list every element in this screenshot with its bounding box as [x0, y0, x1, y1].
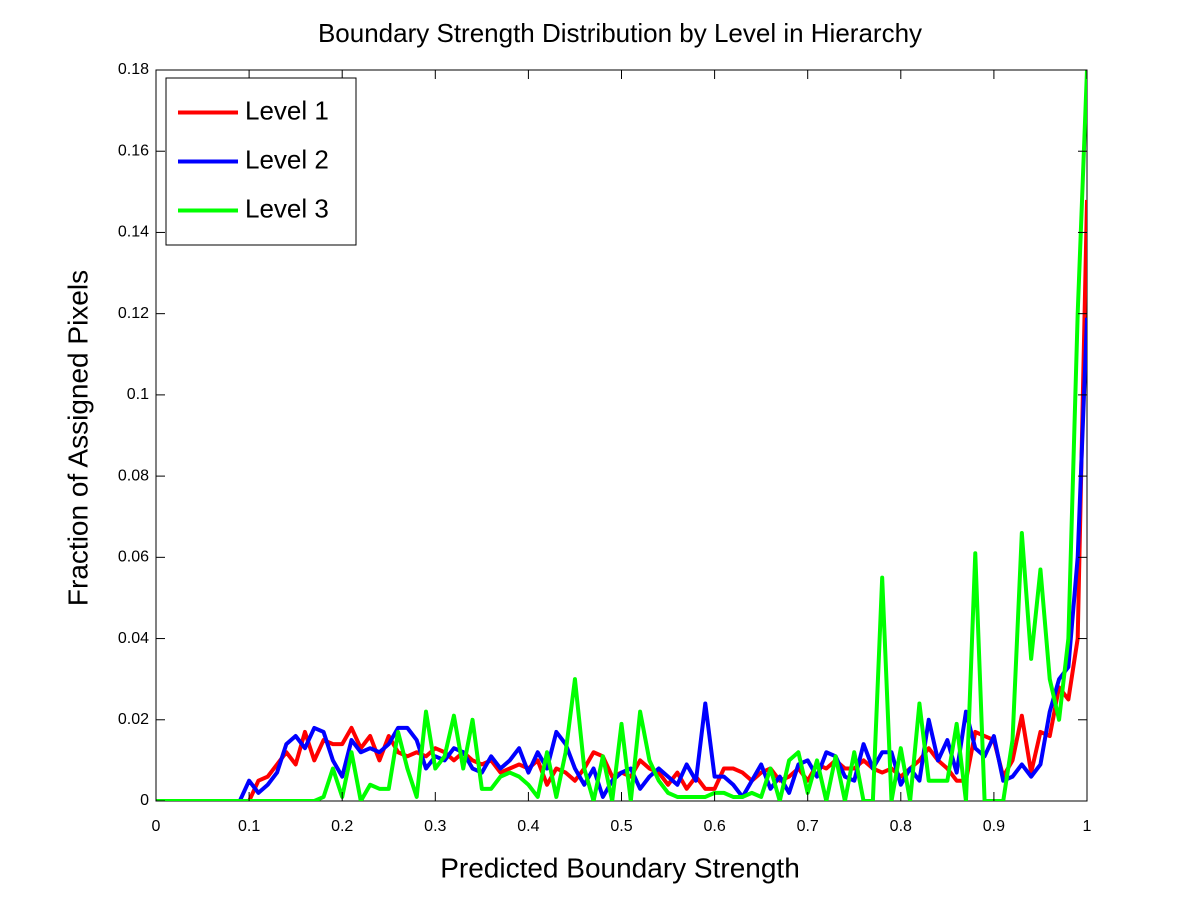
x-tick-label: 0.8 [890, 818, 912, 835]
x-tick-label: 0.5 [610, 818, 632, 835]
y-tick-label: 0.04 [118, 630, 149, 647]
x-axis-label: Predicted Boundary Strength [440, 852, 800, 883]
x-tick-label: 1 [1083, 818, 1092, 835]
x-tick-label: 0.4 [517, 818, 539, 835]
x-tick-label: 0.7 [797, 818, 819, 835]
legend-label: Level 2 [245, 144, 329, 174]
y-tick-label: 0.02 [118, 711, 149, 728]
legend-label: Level 1 [245, 95, 329, 125]
y-tick-label: 0.12 [118, 305, 149, 322]
data-line [156, 70, 1087, 801]
x-tick-label: 0.1 [238, 818, 260, 835]
chart-title: Boundary Strength Distribution by Level … [318, 18, 922, 48]
y-tick-label: 0.06 [118, 549, 149, 566]
y-tick-label: 0.14 [118, 224, 149, 241]
x-tick-label: 0 [152, 818, 161, 835]
y-tick-label: 0.08 [118, 467, 149, 484]
y-tick-label: 0.1 [127, 386, 149, 403]
data-line [156, 317, 1087, 801]
legend: Level 1 Level 2 Level 3 [165, 77, 357, 246]
x-tick-label: 0.2 [331, 818, 353, 835]
x-tick-label: 0.6 [703, 818, 725, 835]
y-axis-label: Fraction of Assigned Pixels [62, 270, 93, 606]
x-tick-label: 0.3 [424, 818, 446, 835]
y-tick-label: 0.18 [118, 61, 149, 78]
legend-label: Level 3 [245, 193, 329, 223]
x-tick-label: 0.9 [983, 818, 1005, 835]
y-tick-label: 0.16 [118, 142, 149, 159]
lines [156, 70, 1087, 801]
y-tick-label: 0 [140, 792, 149, 809]
